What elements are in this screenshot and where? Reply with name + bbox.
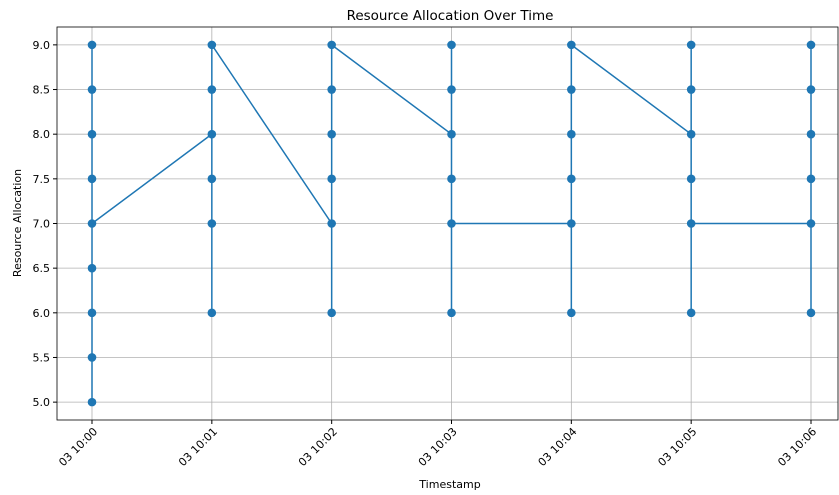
data-point <box>447 40 456 50</box>
data-point <box>686 85 696 94</box>
data-point <box>87 40 97 50</box>
y-tick-label: 5.5 <box>33 351 51 364</box>
data-point <box>567 219 576 228</box>
data-point <box>207 129 217 139</box>
data-point <box>327 219 336 228</box>
data-point <box>686 174 696 184</box>
x-tick-label: 03 10:03 <box>416 425 460 469</box>
x-tick-label: 03 10:04 <box>536 425 580 469</box>
data-point <box>327 40 336 50</box>
data-point <box>207 174 217 184</box>
data-point <box>447 174 456 184</box>
data-point <box>447 129 456 139</box>
data-point <box>327 174 336 184</box>
data-point <box>686 40 696 50</box>
y-tick-label: 7.5 <box>33 173 51 186</box>
data-point <box>447 308 456 318</box>
data-point <box>806 85 816 94</box>
data-point <box>87 219 97 228</box>
data-point <box>447 219 456 228</box>
data-point <box>87 129 97 139</box>
data-point <box>207 85 217 94</box>
x-tick-label: 03 10:06 <box>775 425 819 469</box>
y-tick-label: 9.0 <box>33 39 51 52</box>
x-tick-label: 03 10:02 <box>296 425 340 469</box>
data-point <box>806 40 816 50</box>
data-point <box>806 129 816 139</box>
data-point <box>447 85 456 94</box>
data-point <box>686 308 696 318</box>
x-tick-label: 03 10:05 <box>655 425 699 469</box>
plot-frame <box>56 26 839 421</box>
data-point <box>207 40 217 50</box>
data-point <box>806 308 816 318</box>
data-point <box>686 219 696 228</box>
data-point <box>567 85 576 94</box>
data-point <box>327 308 336 318</box>
x-tick-label: 03 10:00 <box>56 425 100 469</box>
y-tick-label: 8.5 <box>33 84 51 97</box>
data-point <box>87 263 97 273</box>
data-point <box>327 85 336 94</box>
chart-title: Resource Allocation Over Time <box>347 8 554 24</box>
data-point <box>207 308 217 318</box>
x-tick-label: 03 10:01 <box>176 425 220 469</box>
data-point <box>686 129 696 139</box>
y-axis-label: Resource Allocation <box>11 169 24 277</box>
data-point <box>207 219 217 228</box>
data-point <box>806 219 816 228</box>
data-point <box>567 174 576 184</box>
data-point <box>87 397 97 407</box>
y-tick-label: 6.5 <box>33 262 51 275</box>
data-point <box>87 308 97 318</box>
data-point <box>87 174 97 184</box>
y-tick-label: 5.0 <box>33 396 51 409</box>
y-tick-label: 7.0 <box>33 218 51 231</box>
data-point <box>567 129 576 139</box>
data-point <box>567 308 576 318</box>
data-point <box>806 174 816 184</box>
data-point <box>327 129 336 139</box>
x-axis-label: Timestamp <box>418 478 480 491</box>
data-point <box>87 353 97 362</box>
y-tick-label: 8.0 <box>33 128 51 141</box>
y-tick-label: 6.0 <box>33 307 51 320</box>
data-point <box>87 85 97 94</box>
data-point <box>567 40 576 50</box>
